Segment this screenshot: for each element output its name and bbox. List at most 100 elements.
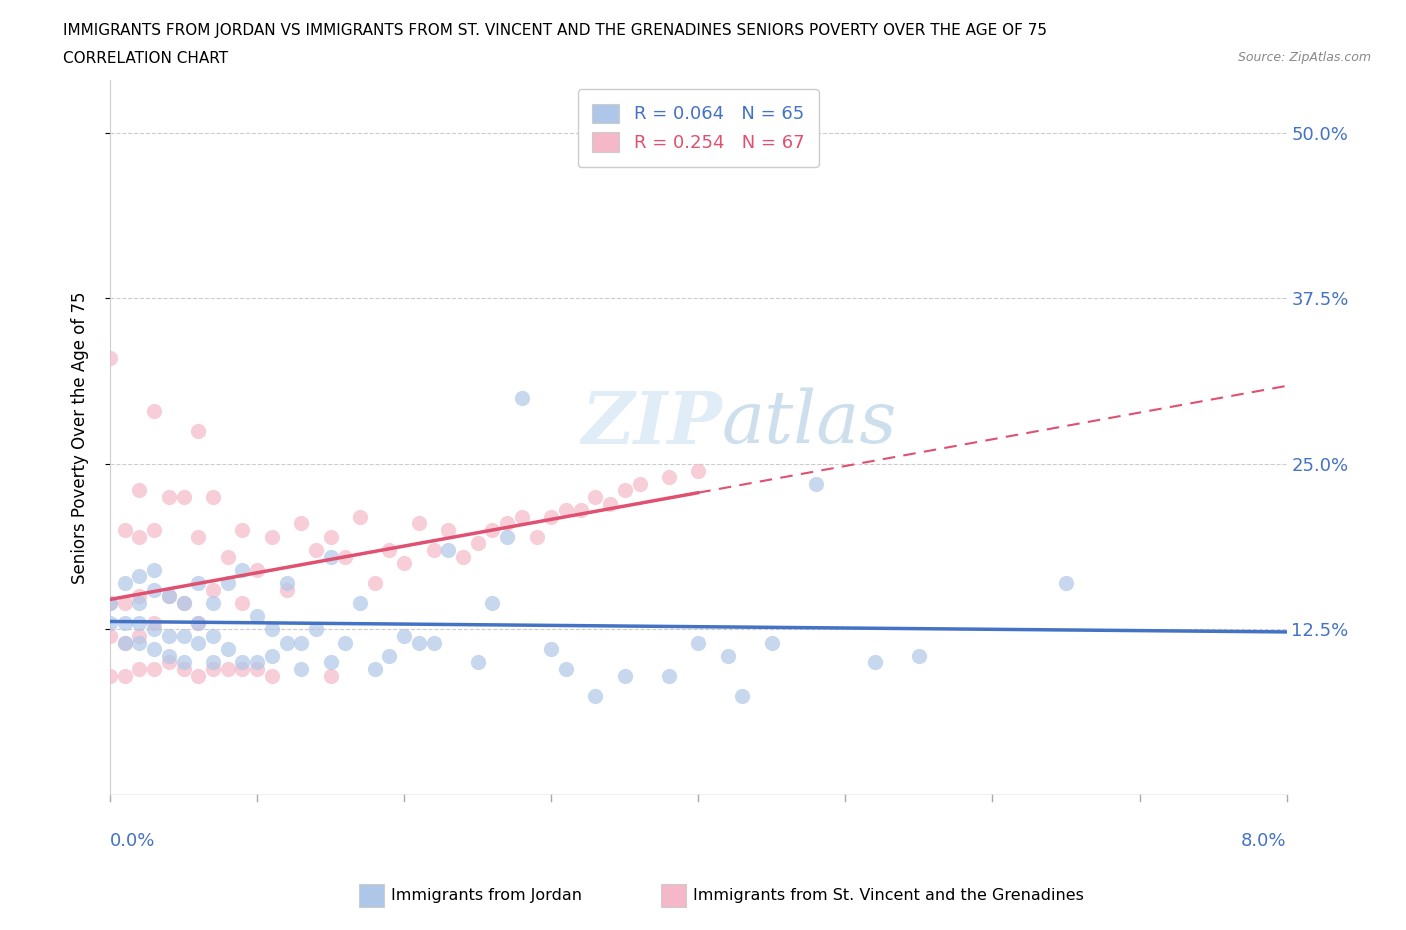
Point bbox=[319, 529, 342, 544]
Point bbox=[98, 669, 121, 684]
Point bbox=[231, 661, 253, 676]
Point bbox=[128, 661, 150, 676]
Text: atlas: atlas bbox=[721, 388, 897, 458]
Point bbox=[628, 476, 651, 491]
Point bbox=[173, 655, 195, 670]
Point bbox=[481, 523, 503, 538]
Text: ZIP: ZIP bbox=[581, 388, 721, 458]
Point bbox=[157, 489, 180, 504]
Point bbox=[114, 669, 136, 684]
Point bbox=[246, 563, 269, 578]
Point bbox=[319, 669, 342, 684]
Point bbox=[364, 576, 387, 591]
Point bbox=[1054, 576, 1077, 591]
Point bbox=[569, 503, 592, 518]
Point bbox=[305, 542, 328, 557]
Point bbox=[290, 635, 312, 650]
Point bbox=[187, 576, 209, 591]
Point bbox=[173, 661, 195, 676]
Point bbox=[173, 489, 195, 504]
Point bbox=[143, 404, 166, 418]
Text: Immigrants from St. Vincent and the Grenadines: Immigrants from St. Vincent and the Gren… bbox=[693, 888, 1084, 903]
Point bbox=[157, 655, 180, 670]
Point bbox=[510, 391, 533, 405]
Point bbox=[114, 576, 136, 591]
Point bbox=[231, 563, 253, 578]
Text: 8.0%: 8.0% bbox=[1241, 831, 1286, 850]
Point bbox=[717, 648, 740, 663]
Point bbox=[187, 669, 209, 684]
Point bbox=[408, 516, 430, 531]
Point bbox=[143, 622, 166, 637]
Point bbox=[246, 661, 269, 676]
Point bbox=[143, 523, 166, 538]
Point bbox=[157, 589, 180, 604]
Point bbox=[688, 635, 710, 650]
Point bbox=[143, 642, 166, 657]
Point bbox=[114, 616, 136, 631]
Point bbox=[319, 655, 342, 670]
Point bbox=[908, 648, 931, 663]
Point bbox=[319, 549, 342, 564]
Point bbox=[378, 542, 401, 557]
Point bbox=[540, 642, 562, 657]
Point bbox=[128, 483, 150, 498]
Point bbox=[335, 635, 357, 650]
Point bbox=[761, 635, 783, 650]
Point bbox=[437, 523, 460, 538]
Point bbox=[290, 516, 312, 531]
Point bbox=[583, 489, 606, 504]
Point bbox=[143, 563, 166, 578]
Point bbox=[217, 642, 239, 657]
Point bbox=[349, 595, 371, 610]
Point bbox=[202, 595, 225, 610]
Point bbox=[128, 595, 150, 610]
Point bbox=[583, 688, 606, 703]
Point bbox=[408, 635, 430, 650]
Point bbox=[143, 616, 166, 631]
Point bbox=[187, 635, 209, 650]
Point bbox=[217, 661, 239, 676]
Point bbox=[496, 529, 519, 544]
Point bbox=[481, 595, 503, 610]
Legend: R = 0.064   N = 65, R = 0.254   N = 67: R = 0.064 N = 65, R = 0.254 N = 67 bbox=[578, 89, 818, 166]
Point bbox=[143, 582, 166, 597]
Point bbox=[202, 489, 225, 504]
Text: CORRELATION CHART: CORRELATION CHART bbox=[63, 51, 228, 66]
Point bbox=[260, 648, 283, 663]
Point bbox=[231, 655, 253, 670]
Point bbox=[613, 669, 636, 684]
Point bbox=[731, 688, 754, 703]
Point bbox=[187, 616, 209, 631]
Point bbox=[187, 529, 209, 544]
Point bbox=[613, 483, 636, 498]
Point bbox=[202, 582, 225, 597]
Point bbox=[128, 616, 150, 631]
Point bbox=[114, 635, 136, 650]
Point bbox=[173, 595, 195, 610]
Point bbox=[260, 622, 283, 637]
Point bbox=[540, 510, 562, 525]
Point bbox=[157, 589, 180, 604]
Point bbox=[217, 549, 239, 564]
Point bbox=[349, 510, 371, 525]
Point bbox=[128, 589, 150, 604]
Point bbox=[276, 576, 298, 591]
Point bbox=[260, 669, 283, 684]
Point bbox=[231, 595, 253, 610]
Point bbox=[467, 655, 489, 670]
Point bbox=[378, 648, 401, 663]
Point bbox=[392, 556, 415, 571]
Point bbox=[157, 648, 180, 663]
Point bbox=[555, 503, 578, 518]
Point bbox=[422, 635, 444, 650]
Point bbox=[173, 595, 195, 610]
Point bbox=[658, 470, 681, 485]
Point bbox=[451, 549, 474, 564]
Point bbox=[555, 661, 578, 676]
Point bbox=[276, 635, 298, 650]
Point bbox=[658, 669, 681, 684]
Text: Source: ZipAtlas.com: Source: ZipAtlas.com bbox=[1237, 51, 1371, 64]
Point bbox=[202, 655, 225, 670]
Point bbox=[187, 616, 209, 631]
